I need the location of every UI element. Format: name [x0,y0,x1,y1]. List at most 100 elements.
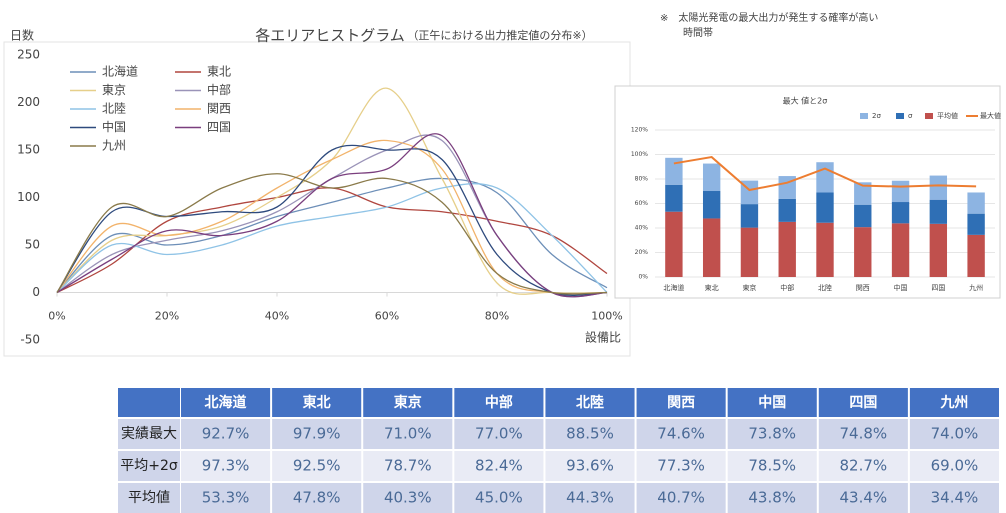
note: 時間帯 [683,26,713,39]
series-line [56,133,608,298]
y-axis-label: 日数 [10,28,34,43]
header-text: 中部 [485,394,513,411]
x-tick-label: 40% [265,310,289,323]
cell [636,483,726,513]
legend-label: 四国 [207,120,231,134]
header-text: 中国 [758,394,786,411]
x-tick-label: 60% [375,310,399,323]
legend-swatch [925,113,933,119]
series-line [56,144,608,296]
y-tick-label: 100% [631,151,648,158]
legend-label: 2σ [872,112,881,120]
cell-text: 69.0% [931,457,979,475]
cell [454,483,544,513]
bar-segment [854,204,872,228]
cell [636,419,726,449]
header-cell [909,388,999,417]
cell-text: 40.3% [384,489,432,507]
bar-segment [702,218,721,277]
cell-text: 73.8% [748,425,796,443]
header-text: 九州 [939,395,968,411]
bar-segment [740,204,759,228]
row-label-cell [118,419,180,449]
chart1-title: 各エリアヒストグラム [255,27,405,45]
header-text: 東北 [303,394,331,411]
bar-segment [816,192,834,223]
x-tick-label: 100% [591,310,622,323]
cell [545,419,635,449]
x-tick-label: 20% [155,310,179,323]
cell [818,483,908,513]
cell [727,451,817,481]
legend-label: 北海道 [102,64,138,79]
x-tick-label: 中国 [894,283,908,292]
cell-text: 74.8% [840,425,888,443]
header-text: 東京 [394,394,422,411]
header-text: 北陸 [576,394,604,411]
cell [181,419,271,449]
cell [909,419,999,449]
legend-label: σ [908,112,913,120]
y-tick-label: -50 [20,333,40,347]
y-tick-label: 80% [635,176,649,183]
header-text: 北海道 [205,394,247,411]
y-tick-label: 100 [17,190,40,204]
series-line [56,173,608,295]
bar-segment [891,202,910,224]
legend-label: 最大値 [980,111,1001,120]
x-axis-label: 設備比 [585,330,621,345]
cell-text: 93.6% [566,457,614,475]
bar-segment [854,182,872,205]
chart2-title: 最大 値と2σ [783,96,828,106]
y-tick-label: 150 [17,143,40,157]
bar-segment [665,211,683,277]
x-tick-label: 東京 [742,283,756,292]
cell [272,419,362,449]
bar-segment [665,184,683,212]
x-tick-label: 北海道 [663,283,684,292]
y-tick-label: 60% [635,200,649,207]
bar-segment [778,221,796,277]
cell-text: 34.4% [931,489,979,507]
bar-segment [854,227,872,277]
cell-text: 82.4% [475,457,523,475]
cell [909,483,999,513]
row-label: 実績最大 [121,426,177,442]
cell-text: 78.5% [748,457,796,475]
bar-segment [816,162,834,193]
x-tick-label: 九州 [969,283,983,292]
cell-text: 74.6% [657,425,705,443]
legend-swatch [896,113,904,119]
cell [545,483,635,513]
cell-text: 43.4% [840,489,888,507]
y-tick-label: 120% [631,127,648,134]
header-cell [636,388,726,417]
x-tick-label: 80% [485,310,509,323]
row-label: 平均値 [128,490,170,506]
y-tick-label: 40% [635,225,649,232]
header-cell [818,388,908,417]
series-line [56,187,608,294]
bar-segment [816,222,834,277]
cell [363,451,453,481]
header-cell [118,388,180,417]
cell-text: 45.0% [475,489,523,507]
cell [363,419,453,449]
cell-text: 74.0% [931,425,979,443]
bar-segment [891,180,910,203]
legend-label: 中部 [207,82,231,97]
y-tick-label: 200 [17,95,40,109]
bar-segment [891,223,910,277]
legend-label: 関西 [207,102,231,116]
bar-segment [665,157,683,185]
cell [545,451,635,481]
bar-segment [967,213,985,235]
cell-text: 97.9% [293,425,341,443]
chart1-frame [3,41,631,357]
cell-text: 53.3% [202,489,250,507]
cell [181,483,271,513]
bar-segment [702,191,721,219]
bar-segment [929,175,948,200]
cell-text: 44.3% [566,489,614,507]
